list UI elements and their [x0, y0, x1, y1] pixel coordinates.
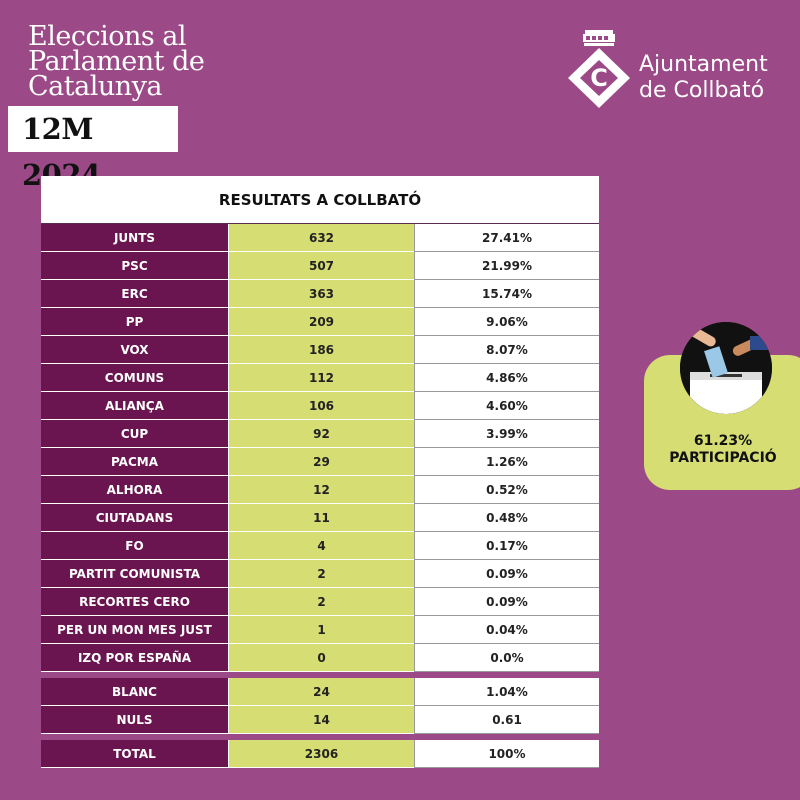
vote-percent: 27.41%	[414, 224, 599, 252]
vote-percent: 15.74%	[414, 280, 599, 308]
logo-line-1: Ajuntament	[639, 52, 768, 77]
vote-count: 92	[228, 420, 414, 448]
vote-count: 29	[228, 448, 414, 476]
vote-count: 507	[228, 252, 414, 280]
vote-percent: 0.52%	[414, 476, 599, 504]
ajuntament-logo: C Ajuntament de Collbató	[564, 28, 786, 116]
coat-of-arms-icon: C	[568, 30, 630, 108]
party-name: VOX	[41, 336, 228, 364]
party-name: ALHORA	[41, 476, 228, 504]
party-name: COMUNS	[41, 364, 228, 392]
vote-count: 0	[228, 644, 414, 672]
table-row: PP 209 9.06%	[41, 308, 599, 336]
vote-count: 2306	[228, 740, 414, 768]
election-title: Eleccions al Parlament de Catalunya	[28, 21, 205, 102]
vote-percent: 0.09%	[414, 560, 599, 588]
vote-percent: 9.06%	[414, 308, 599, 336]
table-row: PARTIT COMUNISTA 2 0.09%	[41, 560, 599, 588]
vote-percent: 4.86%	[414, 364, 599, 392]
vote-count: 363	[228, 280, 414, 308]
table-row: CIUTADANS 11 0.48%	[41, 504, 599, 532]
table-row: RECORTES CERO 2 0.09%	[41, 588, 599, 616]
party-rows: JUNTS 632 27.41% PSC 507 21.99% ERC 363 15.74% PP…	[41, 224, 599, 672]
party-name: RECORTES CERO	[41, 588, 228, 616]
title-line-2: Parlament de	[28, 46, 205, 77]
vote-count: 2	[228, 560, 414, 588]
vote-percent: 21.99%	[414, 252, 599, 280]
party-name: CUP	[41, 420, 228, 448]
vote-percent: 0.17%	[414, 532, 599, 560]
row-gap	[41, 672, 599, 678]
vote-percent: 0.04%	[414, 616, 599, 644]
party-name: TOTAL	[41, 740, 228, 768]
results-table: RESULTATS A COLLBATÓ JUNTS 632 27.41% PSC 50…	[41, 176, 599, 768]
blank-null-rows: BLANC 24 1.04% NULS 14 0.61	[41, 678, 599, 734]
vote-count: 112	[228, 364, 414, 392]
table-row: IZQ POR ESPAÑA 0 0.0%	[41, 644, 599, 672]
table-row: BLANC 24 1.04%	[41, 678, 599, 706]
vote-count: 12	[228, 476, 414, 504]
vote-count: 14	[228, 706, 414, 734]
party-name: PACMA	[41, 448, 228, 476]
table-row: CUP 92 3.99%	[41, 420, 599, 448]
table-row: ALIANÇA 106 4.60%	[41, 392, 599, 420]
vote-count: 1	[228, 616, 414, 644]
participation-label: PARTICIPACIÓ	[669, 450, 777, 466]
logo-line-2: de Collbató	[639, 78, 765, 103]
vote-percent: 1.26%	[414, 448, 599, 476]
vote-count: 106	[228, 392, 414, 420]
party-name: PP	[41, 308, 228, 336]
row-gap	[41, 734, 599, 740]
participation-value: 61.23%	[693, 433, 753, 449]
svg-text:C: C	[590, 64, 608, 92]
vote-count: 2	[228, 588, 414, 616]
party-name: NULS	[41, 706, 228, 734]
table-row: ALHORA 12 0.52%	[41, 476, 599, 504]
vote-percent: 0.09%	[414, 588, 599, 616]
party-name: PARTIT COMUNISTA	[41, 560, 228, 588]
table-row: PACMA 29 1.26%	[41, 448, 599, 476]
table-row: PER UN MON MES JUST 1 0.04%	[41, 616, 599, 644]
party-name: ALIANÇA	[41, 392, 228, 420]
party-name: PER UN MON MES JUST	[41, 616, 228, 644]
vote-count: 209	[228, 308, 414, 336]
vote-percent: 4.60%	[414, 392, 599, 420]
party-name: FO	[41, 532, 228, 560]
party-name: IZQ POR ESPAÑA	[41, 644, 228, 672]
party-name: CIUTADANS	[41, 504, 228, 532]
total-row: TOTAL 2306 100%	[41, 740, 599, 768]
vote-count: 11	[228, 504, 414, 532]
table-row: PSC 507 21.99%	[41, 252, 599, 280]
vote-percent: 100%	[414, 740, 599, 768]
vote-percent: 0.48%	[414, 504, 599, 532]
title-line-3: Catalunya	[28, 71, 162, 102]
title-line-1: Eleccions al	[28, 21, 187, 52]
vote-percent: 0.61	[414, 706, 599, 734]
table-row: VOX 186 8.07%	[41, 336, 599, 364]
table-row: COMUNS 112 4.86%	[41, 364, 599, 392]
table-row: ERC 363 15.74%	[41, 280, 599, 308]
party-name: PSC	[41, 252, 228, 280]
table-row: JUNTS 632 27.41%	[41, 224, 599, 252]
table-row: FO 4 0.17%	[41, 532, 599, 560]
logo-text: Ajuntament de Collbató	[639, 52, 768, 104]
party-name: BLANC	[41, 678, 228, 706]
vote-percent: 3.99%	[414, 420, 599, 448]
party-name: JUNTS	[41, 224, 228, 252]
vote-count: 632	[228, 224, 414, 252]
ballot-box-icon	[680, 322, 772, 414]
vote-percent: 1.04%	[414, 678, 599, 706]
vote-count: 4	[228, 532, 414, 560]
vote-percent: 8.07%	[414, 336, 599, 364]
table-row: NULS 14 0.61	[41, 706, 599, 734]
vote-count: 24	[228, 678, 414, 706]
vote-count: 186	[228, 336, 414, 364]
party-name: ERC	[41, 280, 228, 308]
date-badge: 12M 2024	[8, 106, 178, 192]
vote-percent: 0.0%	[414, 644, 599, 672]
table-title: RESULTATS A COLLBATÓ	[41, 176, 599, 224]
